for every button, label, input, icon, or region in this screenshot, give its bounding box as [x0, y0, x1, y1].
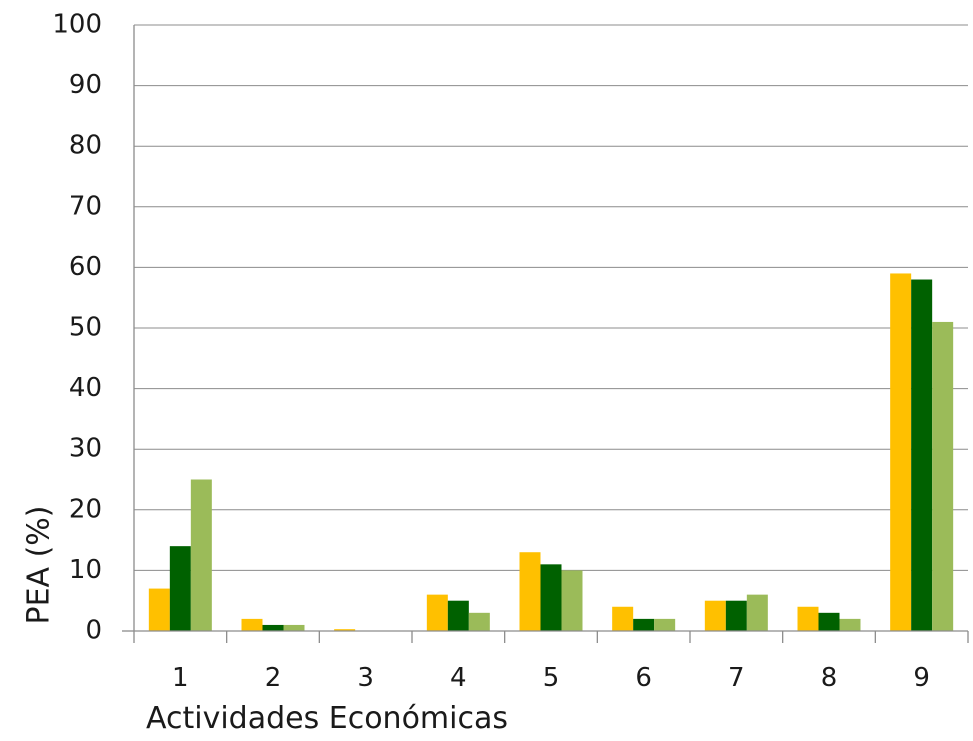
x-tick-label: 4: [450, 663, 467, 693]
bar: [797, 606, 819, 631]
bar: [725, 600, 747, 631]
bar: [283, 624, 305, 631]
x-tick-label: 3: [357, 663, 374, 693]
bar: [633, 618, 655, 631]
bar: [704, 600, 726, 631]
bar: [839, 618, 861, 631]
axes: [122, 25, 969, 643]
bar: [911, 279, 933, 631]
y-tick-label: 50: [69, 313, 102, 343]
y-axis-title: PEA (%): [22, 505, 57, 624]
bar: [334, 629, 356, 631]
bar: [561, 570, 583, 631]
y-tick-label: 30: [69, 434, 102, 464]
x-axis-title: Actividades Económicas: [146, 701, 508, 736]
gridlines: [134, 24, 968, 571]
bar: [190, 479, 212, 631]
x-tick-label: 9: [913, 663, 930, 693]
y-tick-label: 10: [69, 555, 102, 585]
y-tick-label: 20: [69, 494, 102, 524]
bar: [540, 564, 562, 631]
x-tick-labels: 1 2 3 4 5 6 7 8 9: [172, 663, 930, 693]
bar: [241, 618, 263, 631]
x-tick-label: 8: [821, 663, 838, 693]
y-tick-label: 70: [69, 191, 102, 221]
bar: [818, 612, 840, 631]
bar: [612, 606, 634, 631]
y-tick-label: 80: [69, 131, 102, 161]
y-tick-labels: 0 10 20 30 40 50 60 70 80 90 100: [52, 10, 102, 646]
bars: [148, 273, 954, 631]
y-tick-label: 0: [85, 616, 102, 646]
x-tick-label: 7: [728, 663, 745, 693]
bar: [519, 552, 541, 631]
bar: [148, 588, 170, 631]
bar: [890, 273, 912, 631]
y-tick-label: 100: [52, 10, 102, 40]
y-tick-label: 60: [69, 252, 102, 282]
bar: [262, 624, 284, 631]
x-tick-label: 6: [635, 663, 652, 693]
y-tick-label: 90: [69, 70, 102, 100]
bar: [468, 612, 490, 631]
x-tick-label: 2: [265, 663, 282, 693]
bar: [654, 618, 676, 631]
y-tick-label: 40: [69, 373, 102, 403]
x-tick-label: 5: [543, 663, 560, 693]
x-tick-label: 1: [172, 663, 189, 693]
bar: [426, 594, 448, 631]
bar: [447, 600, 469, 631]
bar: [169, 546, 191, 631]
bar: [746, 594, 768, 631]
bar: [932, 321, 954, 631]
